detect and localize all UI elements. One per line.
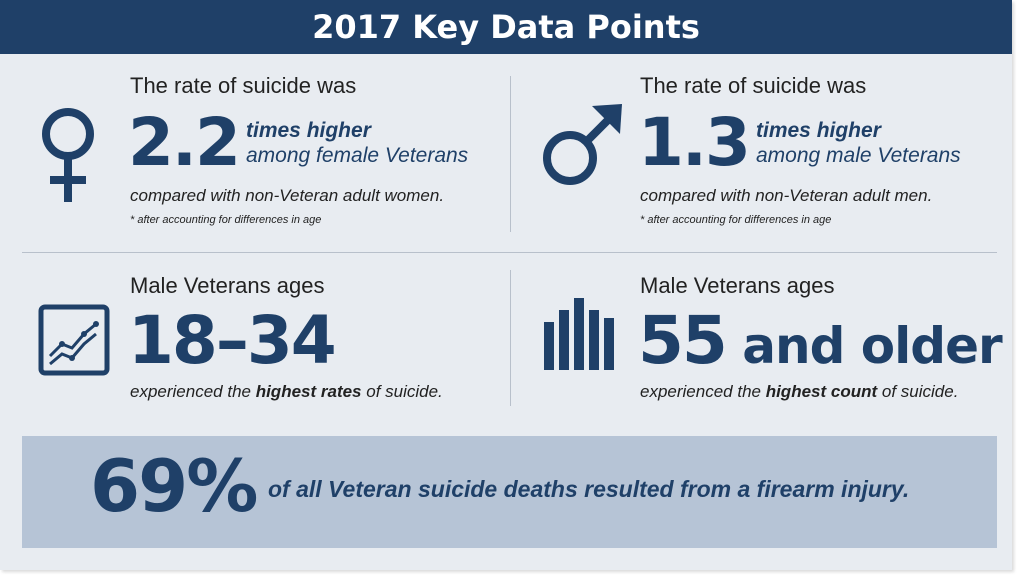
infographic-panel: 2017 Key Data Points The rate of suicide…	[0, 0, 1012, 570]
bar-chart-icon	[542, 296, 616, 377]
line-chart-icon	[38, 304, 110, 381]
female-footnote: * after accounting for differences in ag…	[130, 214, 322, 226]
male-footnote: * after accounting for differences in ag…	[640, 214, 832, 226]
ages-count-text-bold: highest count	[765, 382, 878, 401]
male-qualifier: times higher among male Veterans	[756, 118, 961, 168]
male-rate-value: 1.3	[638, 104, 751, 181]
ages-count-value: 55 and older	[638, 308, 1003, 375]
ages-count-lead-text: Male Veterans ages	[640, 273, 835, 298]
female-qualifier-line1: times higher	[246, 119, 371, 142]
male-qualifier-line2: among male Veterans	[756, 144, 961, 167]
ages-rate-text-bold: highest rates	[255, 382, 362, 401]
firearm-stat-banner: 69% of all Veteran suicide deaths result…	[22, 436, 997, 548]
firearm-stat-text: of all Veteran suicide deaths resulted f…	[268, 476, 910, 502]
female-qualifier-line2: among female Veterans	[246, 144, 469, 167]
ages-rate-lead-text: Male Veterans ages	[130, 273, 325, 298]
male-comparison: compared with non-Veteran adult men.	[640, 186, 933, 205]
page-title: 2017 Key Data Points	[0, 0, 1012, 54]
female-rate-value: 2.2	[128, 104, 241, 181]
ages-count-text: experienced the highest count of suicide…	[640, 382, 958, 402]
ages-rate-text: experienced the highest rates of suicide…	[130, 382, 443, 402]
female-comparison: compared with non-Veteran adult women.	[130, 186, 445, 205]
male-qualifier-line1: times higher	[756, 119, 881, 142]
ages-rate-text-after: of suicide.	[361, 382, 443, 401]
horizontal-divider	[22, 252, 997, 253]
male-symbol-icon	[536, 100, 626, 195]
ages-rate-value: 18–34	[128, 302, 337, 379]
ages-rate-text-before: experienced the	[130, 382, 256, 401]
firearm-percent-value: 69%	[90, 444, 258, 528]
ages-count-value-rest: and older	[725, 317, 1002, 375]
ages-count-value-num: 55	[638, 302, 728, 379]
male-lead-text: The rate of suicide was	[640, 73, 867, 98]
female-qualifier: times higher among female Veterans	[246, 118, 468, 168]
female-symbol-icon	[38, 106, 98, 211]
vertical-divider-bottom	[510, 270, 511, 406]
ages-count-text-before: experienced the	[640, 382, 766, 401]
ages-count-text-after: of suicide.	[877, 382, 959, 401]
female-lead-text: The rate of suicide was	[130, 73, 357, 98]
vertical-divider-top	[510, 76, 511, 232]
